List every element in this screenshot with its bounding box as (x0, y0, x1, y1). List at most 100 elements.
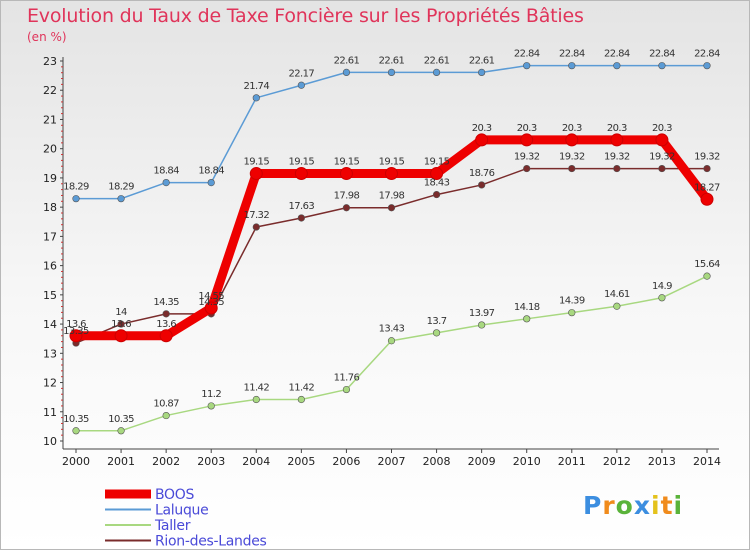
data-point (69, 329, 83, 343)
data-label: 22.84 (514, 49, 540, 60)
data-point (207, 402, 215, 410)
data-point (655, 133, 669, 147)
data-point (565, 133, 579, 147)
data-point (252, 94, 260, 102)
data-point (387, 337, 396, 345)
data-label: 11.76 (334, 373, 360, 384)
data-label: 22.61 (379, 55, 405, 66)
data-point (114, 329, 128, 343)
logo-letter: i (651, 491, 661, 520)
data-point (658, 62, 666, 70)
data-label: 19.32 (649, 152, 675, 163)
data-label: 14.55 (198, 291, 224, 302)
data-label: 14.61 (604, 289, 630, 300)
data-label: 13.6 (111, 319, 131, 330)
data-point (385, 167, 398, 181)
data-label: 19.15 (379, 157, 405, 168)
data-point (613, 164, 621, 173)
data-label: 19.32 (514, 152, 540, 163)
data-point (478, 321, 486, 329)
data-point (520, 133, 534, 147)
data-label: 22.61 (334, 55, 360, 66)
logo-letter: P (583, 491, 603, 520)
data-label: 13.43 (379, 324, 405, 335)
x-tick-label: 2001 (107, 455, 135, 468)
data-label: 17.32 (243, 210, 269, 221)
data-label: 22.84 (649, 49, 675, 60)
x-tick-label: 2003 (197, 455, 225, 468)
data-label: 20.3 (562, 123, 582, 134)
data-point (613, 302, 621, 310)
y-tick-label: 17 (43, 230, 57, 243)
data-point (297, 395, 305, 404)
data-label: 10.35 (63, 414, 89, 425)
data-label: 20.3 (607, 123, 627, 134)
data-point (249, 167, 263, 181)
data-point (475, 133, 489, 147)
data-label: 19.32 (604, 152, 630, 163)
data-label: 11.42 (243, 382, 269, 393)
logo-letter: o (615, 491, 634, 520)
data-label: 22.84 (604, 49, 630, 60)
data-point (658, 164, 666, 173)
data-point (162, 310, 170, 318)
data-label: 17.63 (289, 201, 315, 212)
data-point (252, 395, 260, 404)
logo-letter: r (602, 491, 616, 520)
data-label: 14.35 (153, 297, 179, 308)
x-tick-label: 2007 (378, 455, 406, 468)
data-label: 20.3 (652, 123, 672, 134)
x-tick-label: 2010 (513, 455, 541, 468)
y-tick-label: 13 (43, 347, 57, 360)
data-point (658, 294, 666, 302)
data-point (294, 167, 308, 181)
x-tick-label: 2002 (152, 455, 180, 468)
x-tick-label: 2011 (558, 455, 586, 468)
data-label: 19.15 (334, 157, 360, 168)
data-label: 22.84 (694, 49, 720, 60)
data-label: 14 (115, 307, 127, 318)
data-label: 18.29 (108, 182, 134, 193)
data-point (204, 301, 218, 315)
data-point (568, 62, 576, 70)
data-label: 13.6 (66, 319, 86, 330)
data-label: 13.6 (156, 319, 176, 330)
x-tick-label: 2004 (242, 455, 270, 468)
data-label: 14.9 (652, 281, 672, 292)
data-point (72, 427, 80, 435)
x-tick-label: 2006 (332, 455, 360, 468)
data-label: 10.35 (108, 414, 134, 425)
data-point (72, 195, 80, 203)
data-point (252, 223, 260, 231)
x-tick-label: 2008 (423, 455, 451, 468)
data-point (342, 204, 351, 212)
data-point (387, 204, 396, 212)
data-point (207, 179, 215, 187)
y-tick-label: 21 (43, 113, 57, 126)
data-point (342, 385, 351, 394)
x-tick-label: 2014 (693, 455, 721, 468)
legend-label: Taller (154, 518, 191, 534)
data-point (523, 62, 531, 70)
data-point (162, 411, 170, 420)
logo-letter: x (633, 491, 651, 520)
data-point (523, 315, 531, 323)
data-label: 14.35 (198, 297, 224, 308)
data-label: 19.15 (424, 157, 450, 168)
data-label: 13.35 (63, 326, 89, 337)
legend-label: Rion-des-Landes (155, 534, 267, 550)
data-label: 21.74 (243, 81, 269, 92)
y-tick-label: 10 (43, 435, 57, 448)
data-point (613, 62, 621, 70)
data-label: 22.61 (469, 55, 495, 66)
y-tick-label: 20 (43, 143, 57, 156)
data-point (339, 167, 353, 181)
data-label: 20.3 (472, 123, 492, 134)
data-label: 18.43 (424, 178, 450, 189)
data-point (387, 68, 396, 76)
data-point (568, 309, 576, 317)
x-tick-label: 2009 (468, 455, 496, 468)
data-label: 22.61 (424, 55, 450, 66)
